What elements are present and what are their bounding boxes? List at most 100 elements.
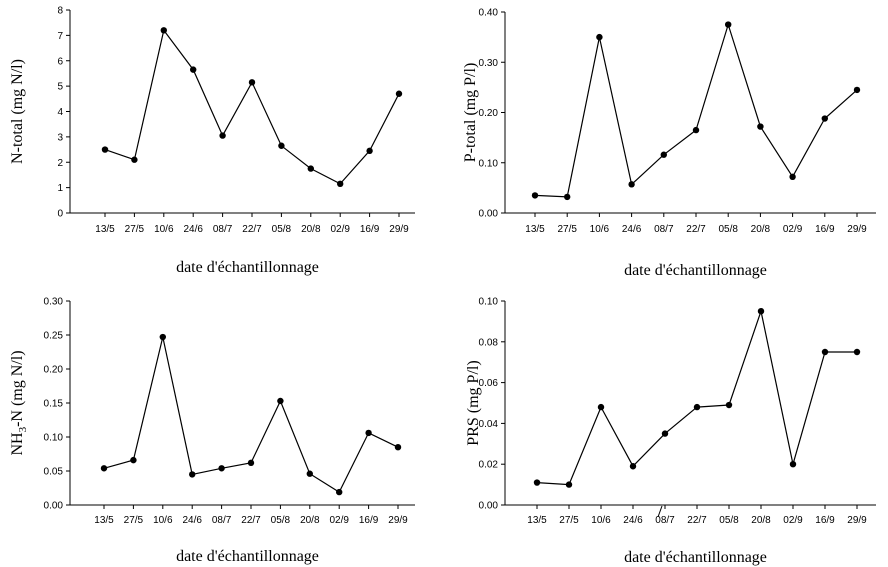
x-tick-label: 02/9: [330, 224, 350, 235]
data-point: [159, 333, 166, 341]
y-tick-label: 2: [57, 158, 63, 169]
chart-panel-2: 0.00 0.10 0.20 0.30 0.40 13/5 27/5 10/6 24/6 08/7…: [462, 8, 876, 279]
x-tick-label: 13/5: [94, 515, 114, 526]
data-point: [395, 90, 403, 97]
data-point: [597, 403, 605, 411]
x-tick-label: 22/7: [241, 515, 261, 526]
x-axis-title: date d'échantillonnage: [624, 262, 767, 279]
y-tick-label: 0.05: [44, 467, 64, 478]
data-point: [789, 173, 796, 181]
data-point: [278, 142, 285, 149]
x-tick-label: 02/9: [783, 224, 803, 235]
data-point: [564, 193, 571, 201]
x-tick-label: 05/8: [271, 515, 291, 526]
x-tick-label: 13/5: [95, 224, 115, 235]
x-tick-label: 08/7: [212, 515, 232, 526]
y-axis-title: N-total (mg N/l): [9, 59, 26, 164]
data-point: [565, 481, 573, 488]
x-tick-label: 10/6: [590, 224, 610, 235]
x-tick-label: 08/7: [654, 224, 674, 235]
x-tick-label: 27/5: [557, 224, 577, 235]
x-tick-label: 20/8: [751, 224, 771, 235]
x-tick-label: 24/6: [623, 515, 643, 526]
x-tick-label: 20/8: [301, 224, 321, 235]
series-line: [536, 308, 857, 486]
x-tick-label: 27/5: [559, 515, 579, 526]
data-point: [337, 180, 344, 188]
data-point: [692, 126, 700, 134]
y-tick-label: 5: [57, 82, 63, 93]
x-tick-label: 05/8: [272, 224, 292, 235]
data-point: [725, 401, 733, 409]
data-point: [394, 444, 402, 451]
data-point: [189, 471, 196, 478]
data-point: [660, 151, 667, 158]
x-tick-label: 05/8: [718, 224, 738, 235]
x-tick-label: 29/9: [847, 224, 867, 235]
y-tick-label: 0.02: [479, 460, 499, 471]
x-tick-label: 27/5: [125, 224, 145, 235]
y-axis-title-prefix: NH: [9, 432, 26, 456]
y-tick-label: 0.30: [479, 58, 499, 69]
y-tick-label: 0.15: [44, 399, 64, 410]
y-tick-label: 0.25: [44, 331, 64, 342]
y-tick-label: 0.08: [479, 337, 499, 348]
data-point: [190, 66, 197, 73]
data-point: [757, 308, 765, 315]
data-point: [531, 192, 539, 199]
x-tick-label: 16/9: [360, 224, 380, 235]
data-point: [789, 461, 797, 468]
chart-panel-1: 0 1 2 3 4 5 6 7 8 13/5 27/5 10/6 24/6 08/7 22/7 05/8 20/…: [9, 6, 415, 276]
y-tick-label: 0.20: [479, 108, 499, 119]
y-tick-label: 4: [57, 107, 63, 118]
data-point: [307, 165, 314, 172]
y-axis-title-subscript: 3: [17, 426, 29, 432]
y-tick-label: 0.30: [44, 297, 64, 308]
data-point: [821, 348, 829, 356]
y-tick-label: 8: [57, 6, 63, 17]
data-point: [277, 397, 284, 405]
series-line: [104, 28, 400, 185]
y-tick-label: 3: [57, 132, 63, 143]
y-tick-label: 0.00: [44, 501, 64, 512]
data-point: [218, 465, 225, 472]
x-tick-label: 24/6: [622, 224, 642, 235]
x-tick-label: 02/9: [783, 515, 803, 526]
y-tick-label: 0.00: [479, 501, 499, 512]
x-tick-label: 22/7: [242, 224, 262, 235]
x-tick-label: 13/5: [525, 224, 545, 235]
data-point: [248, 79, 256, 86]
y-tick-label: 0.10: [479, 297, 499, 308]
y-tick-label: 0.10: [44, 433, 64, 444]
x-tick-label: 16/9: [815, 224, 835, 235]
y-tick-label: 0.00: [479, 209, 499, 220]
x-tick-label: 10/6: [154, 224, 174, 235]
x-tick-label: 29/9: [847, 515, 867, 526]
x-tick-label: 22/7: [686, 224, 706, 235]
x-tick-label: 02/9: [329, 515, 349, 526]
x-tick-label: 16/9: [359, 515, 379, 526]
data-point: [131, 156, 138, 163]
stray-mark: [657, 505, 663, 518]
series-line: [103, 336, 399, 493]
y-axis-title: P-total (mg P/l): [462, 63, 479, 163]
data-point: [336, 488, 343, 496]
y-tick-label: 0.40: [479, 8, 499, 19]
x-tick-label: 13/5: [527, 515, 547, 526]
y-tick-label: 6: [57, 56, 63, 67]
data-point: [661, 430, 669, 437]
x-tick-label: 29/9: [388, 515, 408, 526]
data-point: [821, 115, 828, 122]
x-tick-label: 08/7: [213, 224, 233, 235]
data-point: [160, 27, 167, 34]
y-axis-title-suffix: -N (mg N/l): [9, 350, 26, 426]
x-tick-label: 16/9: [815, 515, 835, 526]
data-point: [853, 86, 861, 94]
data-point: [101, 146, 109, 153]
data-point: [853, 348, 861, 356]
x-tick-label: 24/6: [182, 515, 202, 526]
data-point: [693, 403, 701, 411]
data-point: [628, 181, 635, 188]
y-tick-label: 7: [57, 31, 63, 42]
